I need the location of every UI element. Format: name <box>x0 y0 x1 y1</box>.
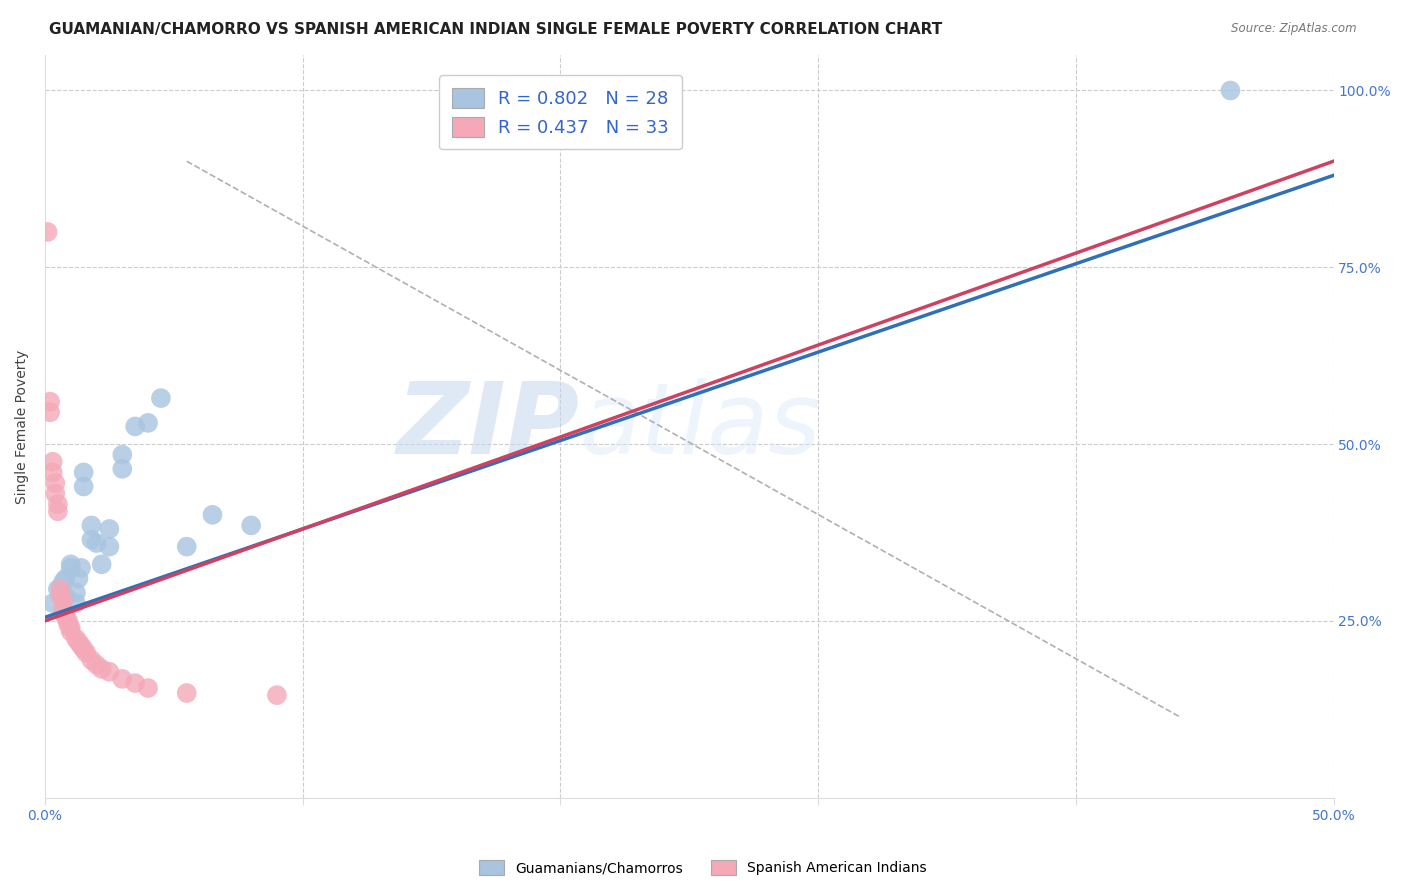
Legend: R = 0.802   N = 28, R = 0.437   N = 33: R = 0.802 N = 28, R = 0.437 N = 33 <box>439 75 682 149</box>
Point <box>136 681 159 695</box>
Point <box>136 416 159 430</box>
Point <box>37 225 59 239</box>
Point <box>41 596 63 610</box>
Point <box>65 596 87 610</box>
Point <box>49 589 72 603</box>
Point <box>67 635 90 649</box>
Point <box>240 518 263 533</box>
Point <box>90 558 112 572</box>
Point <box>201 508 224 522</box>
Point <box>111 448 134 462</box>
Point <box>111 462 134 476</box>
Point <box>176 540 198 554</box>
Point <box>55 589 77 603</box>
Point <box>52 601 75 615</box>
Point <box>124 419 146 434</box>
Point <box>86 657 108 672</box>
Point <box>46 504 69 518</box>
Point <box>52 574 75 589</box>
Point <box>55 607 77 621</box>
Point <box>52 592 75 607</box>
Point <box>59 624 82 639</box>
Point <box>98 522 121 536</box>
Point <box>65 632 87 646</box>
Point <box>44 475 66 490</box>
Text: Source: ZipAtlas.com: Source: ZipAtlas.com <box>1232 22 1357 36</box>
Point <box>46 497 69 511</box>
Point <box>72 466 94 480</box>
Point <box>70 561 93 575</box>
Point <box>56 617 79 632</box>
Point <box>80 653 103 667</box>
Point <box>80 518 103 533</box>
Point <box>56 614 79 628</box>
Point <box>41 466 63 480</box>
Point <box>44 486 66 500</box>
Point <box>75 646 97 660</box>
Point <box>67 571 90 585</box>
Point <box>176 686 198 700</box>
Point <box>72 479 94 493</box>
Point <box>98 540 121 554</box>
Legend: Guamanians/Chamorros, Spanish American Indians: Guamanians/Chamorros, Spanish American I… <box>474 855 932 880</box>
Point <box>59 558 82 572</box>
Point <box>59 561 82 575</box>
Text: GUAMANIAN/CHAMORRO VS SPANISH AMERICAN INDIAN SINGLE FEMALE POVERTY CORRELATION : GUAMANIAN/CHAMORRO VS SPANISH AMERICAN I… <box>49 22 942 37</box>
Point <box>65 585 87 599</box>
Point <box>111 672 134 686</box>
Point <box>70 639 93 653</box>
Point <box>46 582 69 596</box>
Point <box>90 662 112 676</box>
Point <box>124 676 146 690</box>
Point <box>55 571 77 585</box>
Text: atlas: atlas <box>579 378 821 475</box>
Point <box>149 391 172 405</box>
Point <box>86 536 108 550</box>
Point <box>59 621 82 635</box>
Point <box>49 582 72 596</box>
Point <box>1219 83 1241 97</box>
Point <box>41 455 63 469</box>
Text: ZIP: ZIP <box>396 378 579 475</box>
Point <box>55 610 77 624</box>
Point <box>266 688 288 702</box>
Point <box>72 642 94 657</box>
Y-axis label: Single Female Poverty: Single Female Poverty <box>15 350 30 503</box>
Point <box>39 405 62 419</box>
Point <box>80 533 103 547</box>
Point <box>39 394 62 409</box>
Point <box>98 665 121 679</box>
